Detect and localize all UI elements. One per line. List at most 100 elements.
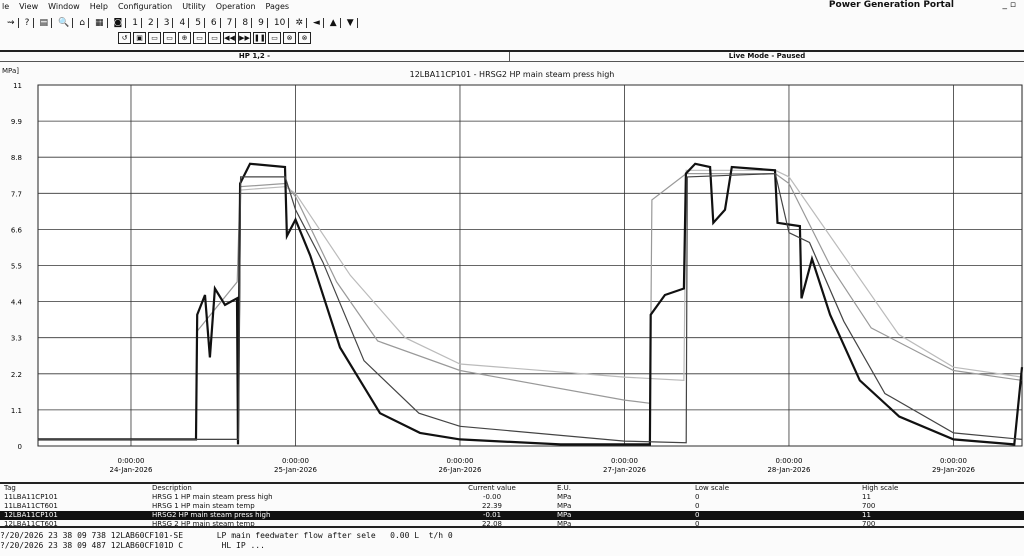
table-cell: 11	[862, 493, 871, 501]
table-cell: MPa	[557, 502, 572, 510]
table-row[interactable]: 11LBA11CP101 HRSG 1 HP main steam press h…	[0, 493, 1024, 502]
x-tick-time: 0:00:00	[775, 457, 802, 465]
series-line	[38, 162, 1024, 446]
x-tick-date: 26-Jan-2026	[438, 466, 482, 474]
trend-header: HP 1,2 - Live Mode - Paused	[0, 50, 1024, 62]
toolbar-button[interactable]: 4	[176, 18, 190, 28]
series-line	[38, 169, 1023, 440]
menu-item[interactable]: Window	[48, 2, 80, 11]
y-tick-label: 11	[13, 82, 22, 90]
menu-item[interactable]: Pages	[265, 2, 290, 11]
log-line: ?/20/2026 23 38 09 487 12LAB60CF101D C H…	[0, 541, 265, 550]
trend-toolbar-button[interactable]: ▭	[163, 32, 176, 44]
table-row[interactable]: 12LBA11CP101 HRSG2 HP main steam press hi…	[0, 511, 1024, 520]
trend-toolbar-button[interactable]: ◀◀	[223, 32, 236, 44]
toolbar-button[interactable]: ▼	[344, 18, 358, 28]
x-tick-date: 28-Jan-2026	[767, 466, 811, 474]
toolbar-button[interactable]: 8	[239, 18, 253, 28]
toolbar-button[interactable]: ✲	[292, 18, 307, 28]
trend-toolbar-button[interactable]: ⊗	[298, 32, 311, 44]
table-cell: Tag	[4, 484, 16, 492]
toolbar-button[interactable]: ⌂	[76, 18, 89, 28]
table-cell: 11LBA11CT601	[4, 502, 58, 510]
toolbar-button[interactable]: ▦	[92, 18, 108, 28]
toolbar-button[interactable]: ?	[22, 18, 34, 28]
trend-toolbar-button[interactable]: ▭	[268, 32, 281, 44]
y-tick-label: 6.6	[11, 226, 23, 234]
trend-toolbar-button[interactable]: ▶▶	[238, 32, 251, 44]
menu-item[interactable]: Operation	[215, 2, 256, 11]
table-cell: 22.39	[481, 502, 503, 510]
toolbar-button[interactable]: 10	[271, 18, 290, 28]
x-tick-date: 24-Jan-2026	[110, 466, 154, 474]
y-tick-label: 1.1	[11, 407, 22, 415]
toolbar-button[interactable]: 1	[129, 18, 142, 28]
toolbar-button[interactable]: ▤	[37, 18, 53, 28]
table-cell: MPa	[557, 520, 572, 528]
toolbar-button[interactable]: 6	[208, 18, 221, 28]
trend-toolbar-button[interactable]: ▭	[193, 32, 206, 44]
y-tick-label: 8.8	[11, 154, 22, 162]
y-tick-label: 9.9	[11, 118, 22, 126]
menu-item[interactable]: View	[19, 2, 39, 11]
event-log: ?/20/2026 23 38 09 738 12LAB60CF101-SE L…	[0, 526, 1024, 551]
main-toolbar: ⇝? ▤ 🔍 ⌂ ▦ ◙ 1 2 3 4 5 6 7 8 9 10 ✲ ◄ ▲ ▼	[4, 15, 358, 31]
x-tick-time: 0:00:00	[611, 457, 638, 465]
toolbar-button[interactable]: 3	[161, 18, 174, 28]
trend-toolbar-button[interactable]: ⊗	[283, 32, 296, 44]
toolbar-button[interactable]: 7	[224, 18, 237, 28]
x-tick-date: 25-Jan-2026	[274, 466, 318, 474]
trend-toolbar-button[interactable]: ▭	[148, 32, 161, 44]
y-tick-label: 3.3	[11, 335, 22, 343]
menu-item[interactable]: Help	[89, 2, 108, 11]
table-cell: -0.00	[482, 493, 502, 501]
y-axis-unit: MPa]	[2, 67, 19, 75]
toolbar-button[interactable]: ⇝	[4, 18, 19, 28]
table-cell: HRSG 1 HP main steam temp	[152, 502, 255, 510]
log-line: ?/20/2026 23 38 09 738 12LAB60CF101-SE L…	[0, 531, 453, 540]
series-line	[38, 172, 1023, 444]
trend-toolbar-button[interactable]: ⊕	[178, 32, 191, 44]
table-cell: HRSG 2 HP main steam temp	[152, 520, 255, 528]
toolbar-button[interactable]: 🔍	[55, 18, 74, 28]
toolbar-button[interactable]: ▲	[327, 18, 341, 28]
toolbar-button[interactable]: 2	[145, 18, 158, 28]
trend-toolbar-button[interactable]: ↺	[118, 32, 131, 44]
x-tick-date: 27-Jan-2026	[603, 466, 647, 474]
table-cell: 0	[695, 502, 700, 510]
table-cell: HRSG 1 HP main steam press high	[152, 493, 273, 501]
toolbar-button[interactable]: ◙	[111, 18, 127, 28]
y-tick-label: 0	[18, 443, 22, 451]
window-controls[interactable]: _ ▫	[1002, 0, 1016, 10]
table-cell: 0	[695, 520, 700, 528]
menu-item[interactable]: Utility	[182, 2, 206, 11]
table-row[interactable]: Tag Description Current value E.U. Low scale…	[0, 484, 1024, 493]
menu-item[interactable]: le	[2, 2, 10, 11]
table-cell: HRSG2 HP main steam press high	[152, 511, 427, 520]
mode-status: Live Mode - Paused	[728, 52, 806, 60]
menu-bar: le View Window Help Configuration Utility Oper…	[0, 0, 1024, 13]
trend-toolbar-button[interactable]: ▭	[208, 32, 221, 44]
menu-item[interactable]: Configuration	[117, 2, 173, 11]
trend-toolbar-button[interactable]: ❚❚	[253, 32, 266, 44]
table-cell: 12LBA11CT601	[4, 520, 58, 528]
table-cell: MPa	[557, 493, 572, 501]
table-cell: -0.01	[427, 511, 557, 520]
trend-chart[interactable]: 01.12.23.34.45.56.67.78.89.9110:00:0024-…	[0, 0, 1024, 480]
x-tick-time: 0:00:00	[282, 457, 309, 465]
table-cell: 11LBA11CP101	[4, 493, 58, 501]
toolbar-button[interactable]: ◄	[310, 18, 324, 28]
table-row[interactable]: 11LBA11CT601 HRSG 1 HP main steam temp 22.…	[0, 502, 1024, 511]
y-tick-label: 2.2	[11, 371, 22, 379]
series-line	[38, 173, 1023, 440]
table-row[interactable]: 12LBA11CT601 HRSG 2 HP main steam temp 22.…	[0, 520, 1024, 529]
toolbar-button[interactable]: 9	[255, 18, 268, 28]
table-cell: Description	[152, 484, 192, 492]
table-cell: 12LBA11CP101	[0, 511, 152, 520]
table-cell: Low scale	[695, 484, 730, 492]
toolbar-button[interactable]: 5	[192, 18, 205, 28]
trend-group-label: HP 1,2 -	[0, 52, 510, 62]
table-cell: 700	[862, 520, 876, 528]
x-tick-time: 0:00:00	[117, 457, 144, 465]
trend-toolbar-button[interactable]: ▣	[133, 32, 146, 44]
